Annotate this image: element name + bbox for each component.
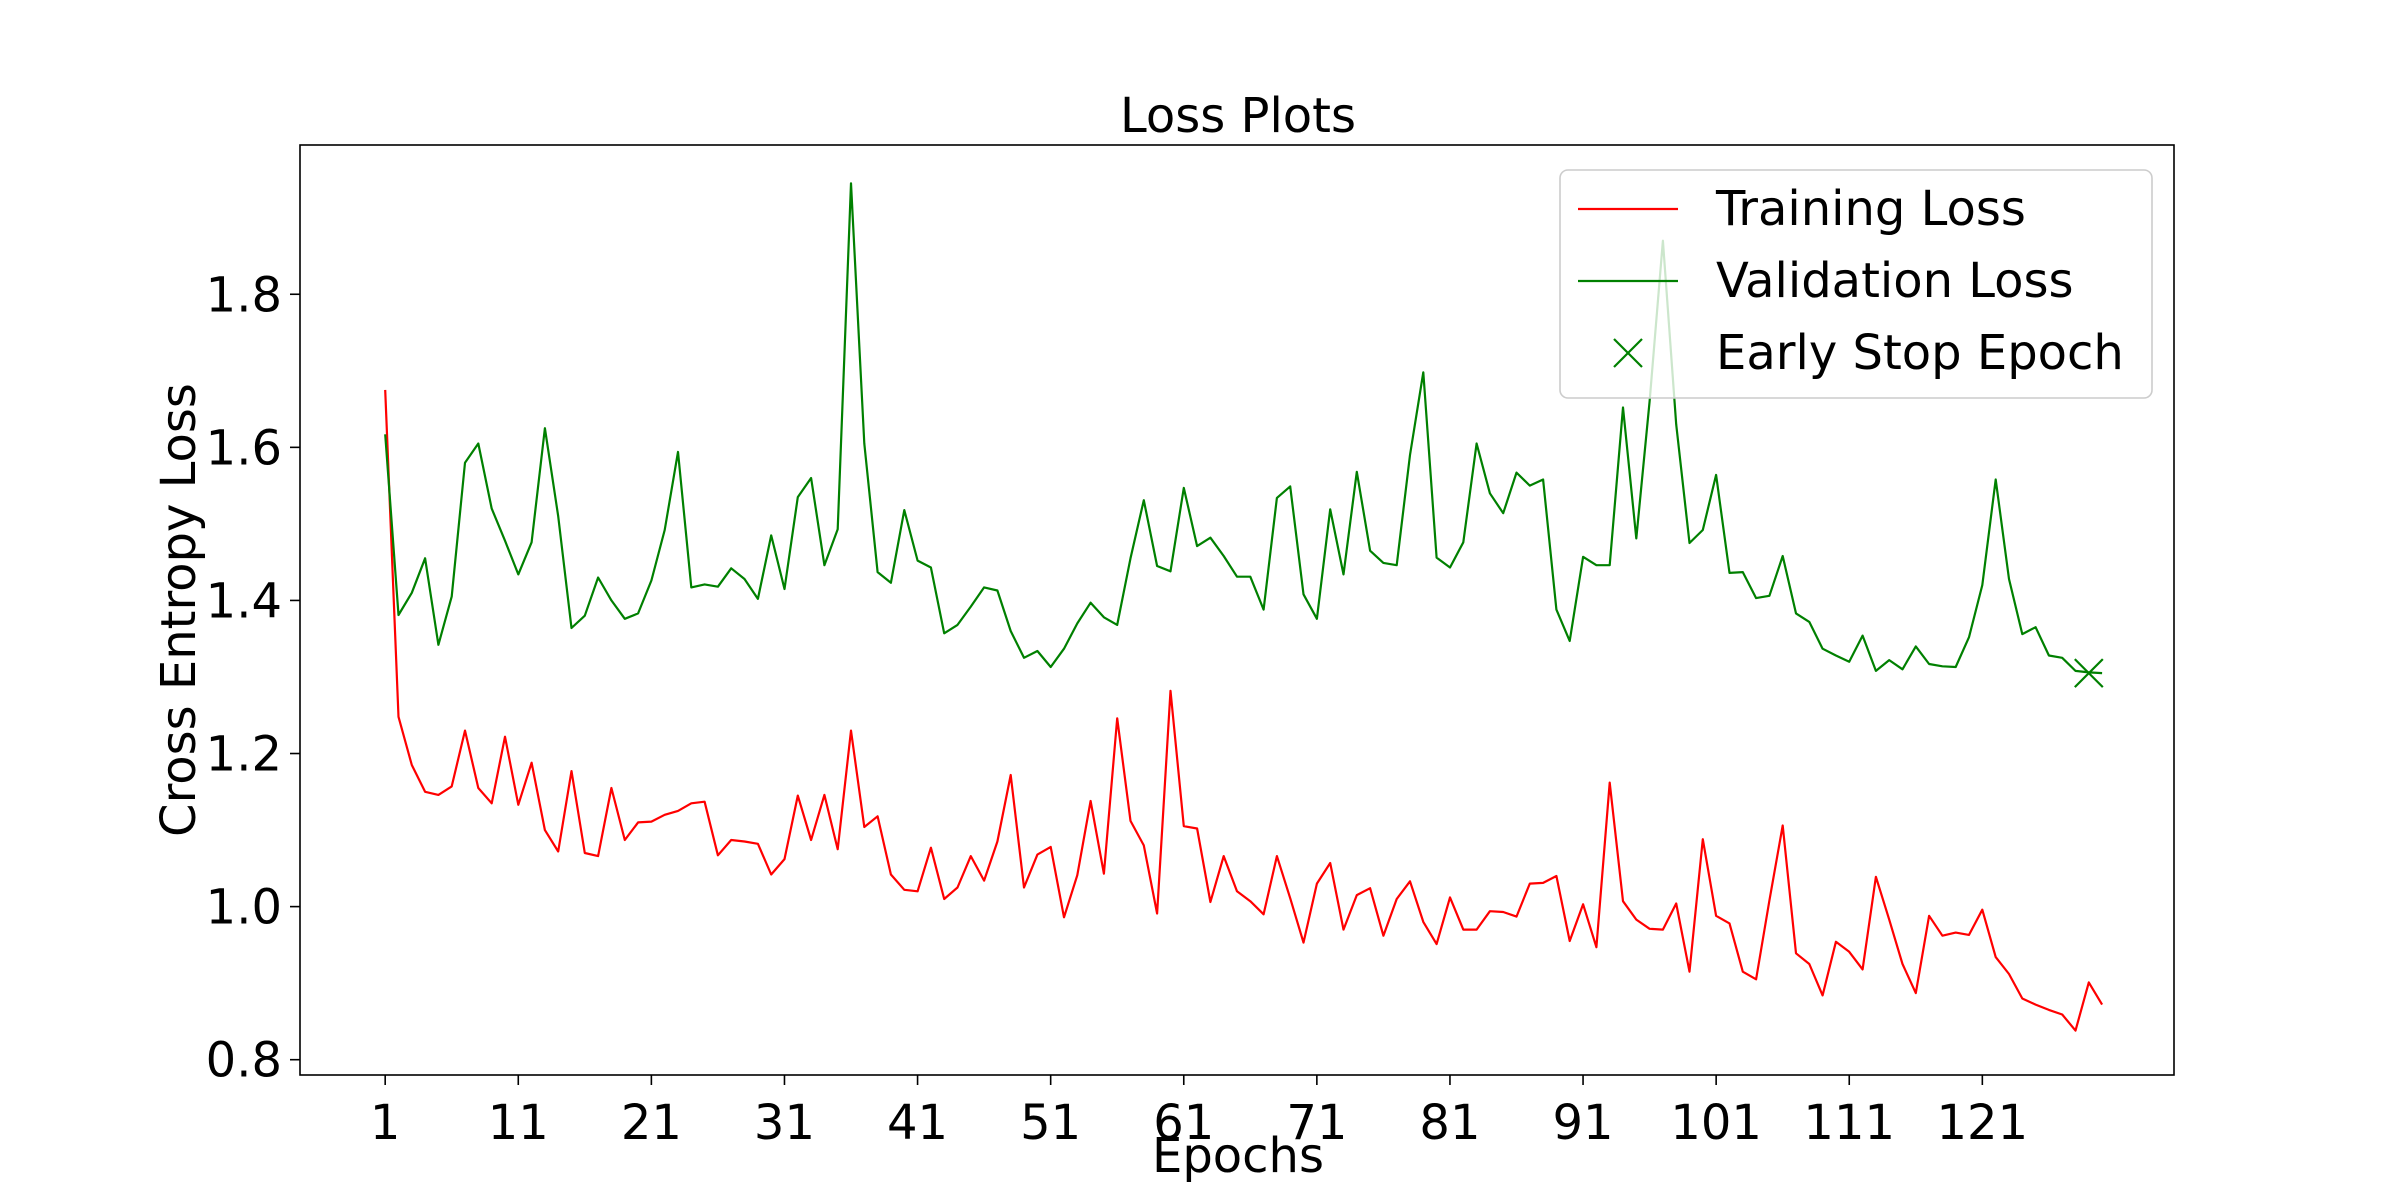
early-stop-marker-stroke-b <box>2074 658 2104 688</box>
legend-swatch-early-stop-marker <box>1613 338 1643 368</box>
early-stop-marker <box>2074 658 2104 688</box>
x-tick-label: 11 <box>488 1095 549 1151</box>
y-tick-label: 1.8 <box>206 267 282 323</box>
legend-early-stop-marker <box>1613 338 1643 368</box>
x-tick-label: 121 <box>1937 1095 2029 1151</box>
legend-label-early-stop-epoch: Early Stop Epoch <box>1716 325 2124 381</box>
y-tick-label: 0.8 <box>206 1033 282 1089</box>
y-axis-ticks: 0.8 1.0 1.2 1.4 1.6 1.8 <box>206 267 300 1089</box>
x-tick-label: 1 <box>370 1095 401 1151</box>
axes-frame <box>299 144 2175 1076</box>
series-validation-loss-line <box>384 182 2103 675</box>
x-tick-label: 71 <box>1286 1095 1347 1151</box>
legend: Training Loss Validation Loss Early Stop… <box>1559 169 2153 399</box>
y-axis-label: Cross Entropy Loss <box>151 383 207 837</box>
series-training-loss-line <box>384 389 2104 1032</box>
x-tick-label: 51 <box>1020 1095 1081 1151</box>
y-tick-label: 1.6 <box>206 420 282 476</box>
x-tick-label: 81 <box>1419 1095 1480 1151</box>
x-axis-ticks: 1 11 21 31 41 51 61 71 81 91 101 111 121 <box>370 1075 2028 1151</box>
legend-label-validation-loss: Validation Loss <box>1716 253 2074 309</box>
x-tick-label: 111 <box>1803 1095 1895 1151</box>
y-tick-label: 1.4 <box>206 573 282 629</box>
legend-frame <box>1559 169 2153 399</box>
marker-layer <box>2074 658 2104 688</box>
x-tick-label: 91 <box>1553 1095 1614 1151</box>
plot-area <box>384 182 2104 1032</box>
x-tick-label: 31 <box>754 1095 815 1151</box>
x-tick-label: 41 <box>887 1095 948 1151</box>
y-tick-label: 1.2 <box>206 727 282 783</box>
x-axis-label: Epochs <box>1152 1128 1324 1184</box>
legend-early-stop-marker-stroke-b <box>1613 338 1643 368</box>
legend-label-training-loss: Training Loss <box>1715 181 2026 237</box>
x-tick-label: 101 <box>1670 1095 1762 1151</box>
x-tick-label: 61 <box>1153 1095 1214 1151</box>
y-tick-label: 1.0 <box>206 880 282 936</box>
x-tick-label: 21 <box>621 1095 682 1151</box>
chart-title: Loss Plots <box>1120 88 1356 144</box>
